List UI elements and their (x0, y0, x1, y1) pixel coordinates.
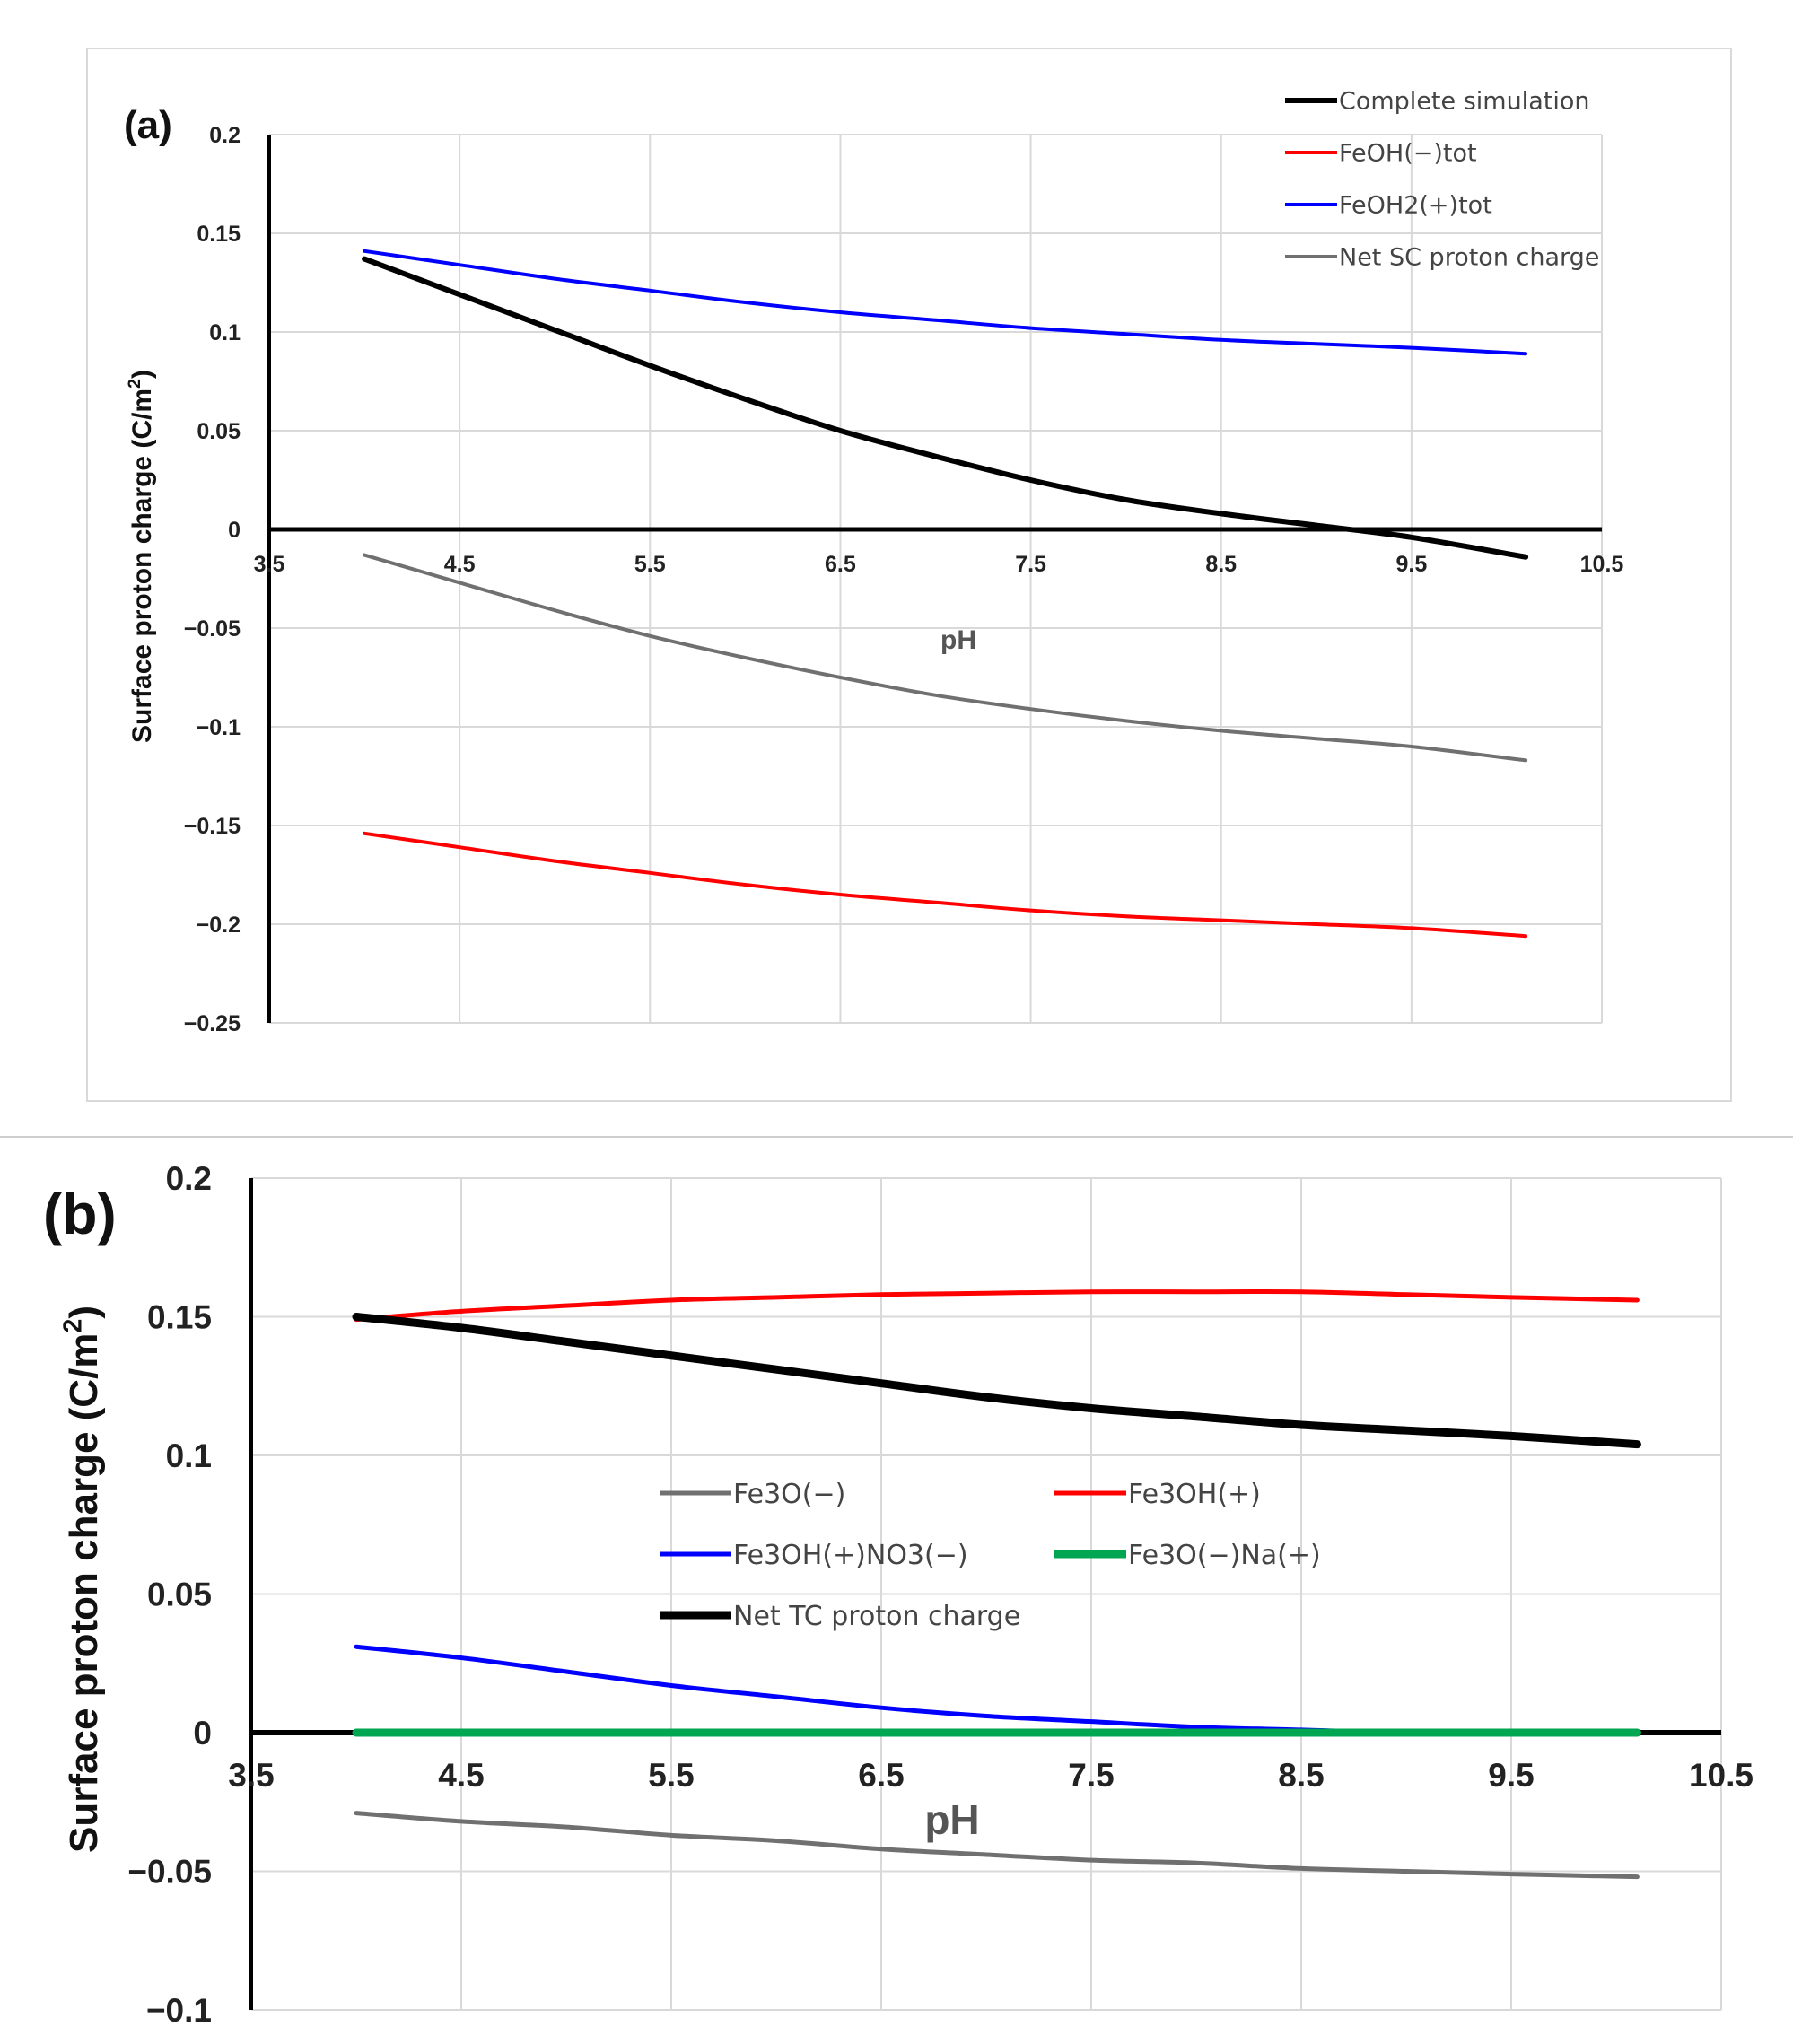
y-axis-label: Surface proton charge (C/m2) (125, 370, 157, 743)
legend-entry-label: Net TC proton charge (733, 1601, 1020, 1632)
y-tick-label: −0.15 (184, 814, 241, 839)
legend-entry-label: Net SC proton charge (1339, 244, 1599, 272)
x-tick-label: 4.5 (444, 552, 476, 577)
y-axis-label-sup: 2 (125, 379, 144, 389)
series-line-net-tc-proton-charge (352, 1313, 1641, 1449)
legend-entry-label: Complete simulation (1339, 88, 1589, 116)
series-line-fe3oh-no3 (354, 1644, 1640, 1735)
x-tick-label: 6.5 (858, 1757, 904, 1794)
y-axis-label-sup: 2 (58, 1319, 87, 1333)
x-tick-label: 10.5 (1689, 1757, 1754, 1794)
y-tick-label: −0.05 (184, 616, 241, 642)
series-line-net-sc-proton-charge (363, 553, 1528, 763)
y-tick-label: 0.15 (147, 1298, 212, 1335)
y-tick-label: −0.25 (184, 1011, 241, 1036)
series-line-feoh2-tot (363, 249, 1528, 356)
x-tick-label: 4.5 (438, 1757, 484, 1794)
chart-frame (86, 48, 1732, 1102)
x-tick-label: 7.5 (1015, 552, 1046, 577)
x-tick-label: 6.5 (825, 552, 856, 577)
chart-panel-b: 0.2 0.15 0.1 0.05 0 −0.05 −0.1 3.5 4.5 5.5 6.5 7.5 8… (43, 1160, 1754, 2029)
legend: Fe3O(−) Fe3OH(+) Fe3OH(+)NO3(−) Fe3O(−)Na(+… (660, 1479, 1321, 1632)
series-line-complete-simulation (362, 256, 1529, 560)
legend-entry-label: Fe3OH(+)NO3(−) (733, 1540, 968, 1571)
y-axis-label-main: Surface proton charge (C/m (62, 1333, 106, 1853)
x-tick-label: 8.5 (1278, 1757, 1324, 1794)
legend-entry-label: Fe3OH(+) (1128, 1479, 1261, 1510)
series-line-fe3oh (354, 1288, 1640, 1323)
panel-label: (a) (124, 103, 172, 147)
chart-panel-a: 0.2 0.15 0.1 0.05 0 −0.05 −0.1 −0.15 −0.2 −0.25 3.… (86, 48, 1732, 1102)
legend-entry-label: FeOH(−)tot (1339, 140, 1477, 168)
y-tick-label: 0.15 (197, 222, 241, 247)
y-axis-label-end: ) (127, 370, 157, 379)
y-tick-label: 0 (228, 518, 241, 543)
y-tick-label: −0.1 (197, 715, 241, 740)
x-tick-label: 3.5 (228, 1757, 274, 1794)
y-axis-label-main: Surface proton charge (C/m (127, 389, 157, 743)
legend-entry-label: Fe3O(−)Na(+) (1128, 1540, 1321, 1571)
x-tick-label: 8.5 (1205, 552, 1237, 577)
y-tick-label: 0.1 (166, 1437, 212, 1474)
y-tick-label: 0.2 (166, 1160, 212, 1197)
panel-label: (b) (43, 1182, 117, 1246)
x-tick-label: 5.5 (634, 552, 666, 577)
x-tick-label: 9.5 (1488, 1757, 1534, 1794)
y-axis-label: Surface proton charge (C/m2) (58, 1306, 106, 1853)
series-line-feoh-tot (363, 831, 1528, 939)
y-tick-label: 0.05 (147, 1576, 212, 1612)
x-tick-label: 3.5 (254, 552, 285, 577)
y-tick-label: 0.1 (209, 320, 241, 345)
y-tick-label: 0 (193, 1715, 212, 1751)
x-tick-label: 5.5 (648, 1757, 694, 1794)
x-tick-label: 7.5 (1068, 1757, 1114, 1794)
y-axis-label-end: ) (62, 1306, 106, 1319)
x-axis-label: pH (924, 1796, 979, 1843)
legend-entry-label: FeOH2(+)tot (1339, 192, 1492, 220)
legend: Complete simulation FeOH(−)tot FeOH2(+)tot… (1285, 88, 1599, 272)
x-tick-label: 10.5 (1580, 552, 1624, 577)
y-tick-label: −0.05 (127, 1853, 212, 1890)
x-tick-label: 9.5 (1395, 552, 1427, 577)
y-tick-label: −0.2 (197, 913, 241, 938)
x-axis-label: pH (940, 625, 976, 655)
series-line-fe3o (354, 1811, 1640, 1880)
legend-entry-label: Fe3O(−) (733, 1479, 845, 1510)
y-tick-label: 0.2 (209, 123, 241, 148)
y-tick-label: −0.1 (146, 1992, 212, 2029)
y-tick-label: 0.05 (197, 419, 241, 444)
